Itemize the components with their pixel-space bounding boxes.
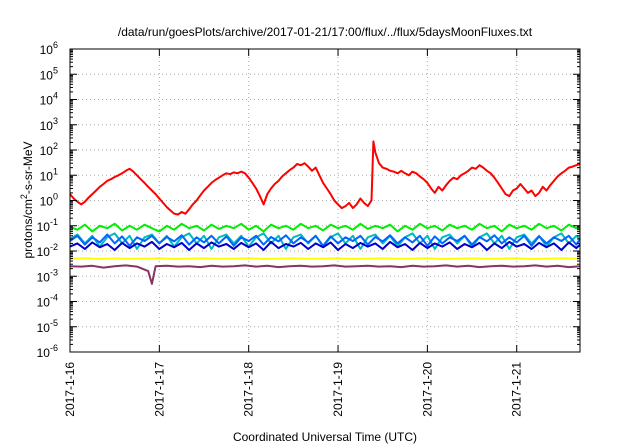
y-tick-base: 10 — [37, 245, 51, 259]
y-tick-exponent: 6 — [53, 40, 58, 50]
x-tick-label: 2017-1-19 — [331, 362, 345, 417]
y-tick-label: 10-1 — [37, 217, 58, 234]
y-tick-label: 10-6 — [37, 343, 58, 360]
y-tick-label: 104 — [40, 91, 58, 108]
y-tick-base: 10 — [40, 43, 54, 57]
y-tick-exponent: -5 — [50, 318, 58, 328]
y-tick-exponent: 0 — [53, 192, 58, 202]
y-tick-label: 10-5 — [37, 318, 58, 335]
y-tick-exponent: -1 — [50, 217, 58, 227]
plot-frame — [69, 48, 581, 353]
y-tick-exponent: -6 — [50, 343, 58, 353]
series-line-2 — [69, 222, 581, 233]
y-tick-label: 101 — [40, 166, 58, 183]
series-line-6 — [69, 257, 581, 260]
y-tick-label: 10-2 — [37, 242, 58, 259]
y-tick-base: 10 — [37, 296, 51, 310]
y-tick-exponent: -2 — [50, 242, 58, 252]
y-axis-label-sup: 2 — [19, 194, 29, 199]
x-tick-label: 2017-1-17 — [152, 362, 166, 417]
x-tick-label: 2017-1-21 — [510, 362, 524, 417]
y-tick-base: 10 — [40, 68, 54, 82]
series-line-1 — [69, 140, 581, 216]
y-tick-base: 10 — [40, 195, 54, 209]
x-tick-labels: 2017-1-16 2017-1-17 2017-1-18 2017-1-19 2017… — [63, 362, 524, 417]
y-tick-base: 10 — [37, 321, 51, 335]
y-tick-exponent: -4 — [50, 293, 58, 303]
x-axis-label: Coordinated Universal Time (UTC) — [233, 430, 417, 444]
y-tick-label: 103 — [40, 116, 58, 133]
y-tick-base: 10 — [37, 270, 51, 284]
y-tick-exponent: -3 — [50, 267, 58, 277]
y-tick-base: 10 — [40, 94, 54, 108]
chart-title: /data/run/goesPlots/archive/2017-01-21/1… — [118, 25, 533, 39]
x-tick-label: 2017-1-16 — [63, 362, 77, 417]
y-tick-base: 10 — [40, 144, 54, 158]
y-tick-label: 106 — [40, 40, 58, 57]
series-line-5 — [69, 240, 581, 251]
x-tick-label: 2017-1-20 — [420, 362, 434, 417]
series-line-4 — [69, 233, 581, 247]
series-lines — [69, 140, 581, 285]
y-tick-label: 105 — [40, 65, 58, 82]
y-tick-base: 10 — [40, 169, 54, 183]
y-tick-exponent: 4 — [53, 91, 58, 101]
y-axis-label: protons/cm2-s-sr-MeV — [19, 141, 35, 258]
y-tick-exponent: 3 — [53, 116, 58, 126]
series-line-7 — [69, 264, 581, 285]
grid-lines — [70, 49, 580, 352]
x-tick-label: 2017-1-18 — [242, 362, 256, 417]
y-tick-label: 100 — [40, 192, 58, 209]
y-tick-labels: 10-610-510-410-310-210-11001011021031041… — [37, 40, 58, 360]
y-tick-base: 10 — [40, 119, 54, 133]
y-tick-exponent: 1 — [53, 166, 58, 176]
y-tick-base: 10 — [37, 346, 51, 360]
y-tick-label: 10-3 — [37, 267, 58, 284]
y-axis-label-rest: -s-sr-MeV — [21, 141, 35, 194]
y-tick-base: 10 — [37, 220, 51, 234]
y-tick-exponent: 2 — [53, 141, 58, 151]
y-tick-label: 102 — [40, 141, 58, 158]
y-axis-label-main: protons/cm — [21, 199, 35, 258]
y-tick-exponent: 5 — [53, 65, 58, 75]
y-tick-label: 10-4 — [37, 293, 58, 310]
